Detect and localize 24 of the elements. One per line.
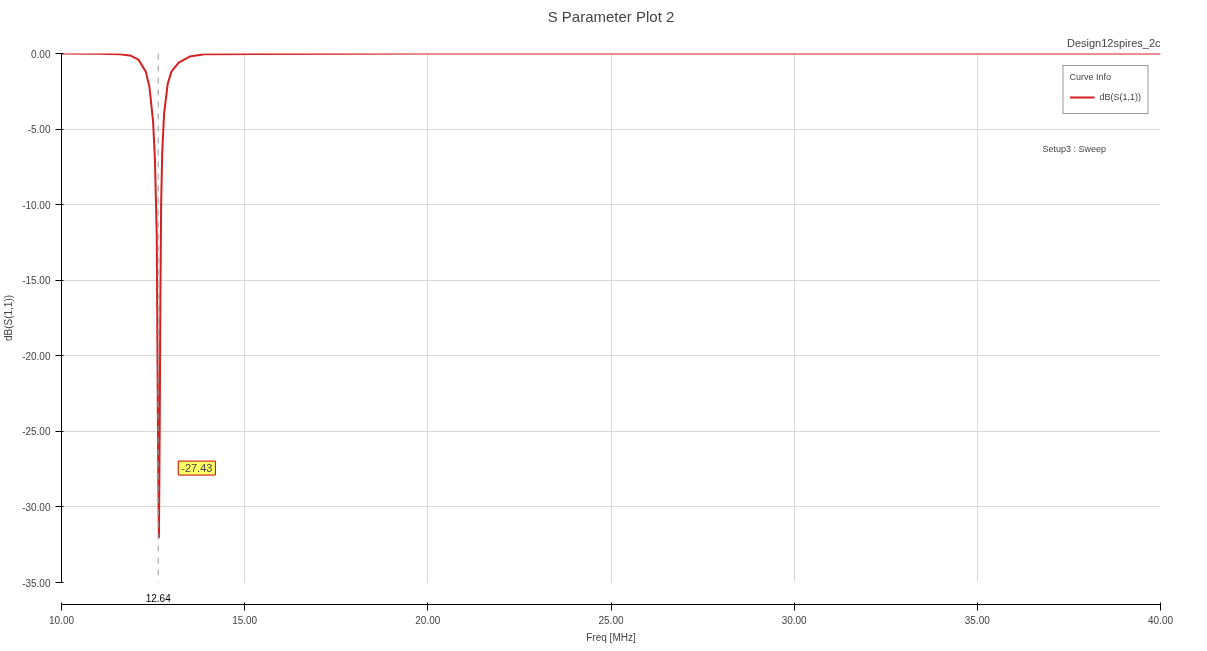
x-tick-label: 35.00 xyxy=(964,614,991,626)
y-tick-label: -30.00 xyxy=(22,501,51,513)
x-tick-label: 30.00 xyxy=(781,614,808,626)
y-tick-label: -35.00 xyxy=(22,577,51,589)
y-tick-label: -5.00 xyxy=(27,124,51,136)
x-tick-label: 15.00 xyxy=(232,614,258,626)
chart-title: S Parameter Plot 2 xyxy=(547,7,675,25)
ref-line-label: 12.64 xyxy=(145,592,172,604)
y-tick-label: -10.00 xyxy=(22,199,51,211)
y-tick-label: -20.00 xyxy=(22,350,51,362)
y-tick-label: -25.00 xyxy=(22,426,51,438)
x-tick-label: 40.00 xyxy=(1147,614,1174,626)
x-tick-label: 25.00 xyxy=(598,614,624,626)
y-axis-title: dB(S(1,1)) xyxy=(3,294,15,342)
annotation: Setup3 : Sweep xyxy=(1042,143,1107,154)
annotation: -27.43 xyxy=(181,462,213,475)
legend-title: Curve Info xyxy=(1069,72,1112,82)
x-tick-label: 10.00 xyxy=(48,614,75,626)
legend-label: dB(S(1,1)) xyxy=(1099,91,1141,103)
y-tick-label: 0.00 xyxy=(31,48,51,60)
x-tick-label: 20.00 xyxy=(415,614,441,626)
y-tick-label: -15.00 xyxy=(22,275,51,287)
text: Design12spires_2c xyxy=(1066,36,1161,49)
x-axis-title: Freq [MHz] xyxy=(586,631,636,643)
